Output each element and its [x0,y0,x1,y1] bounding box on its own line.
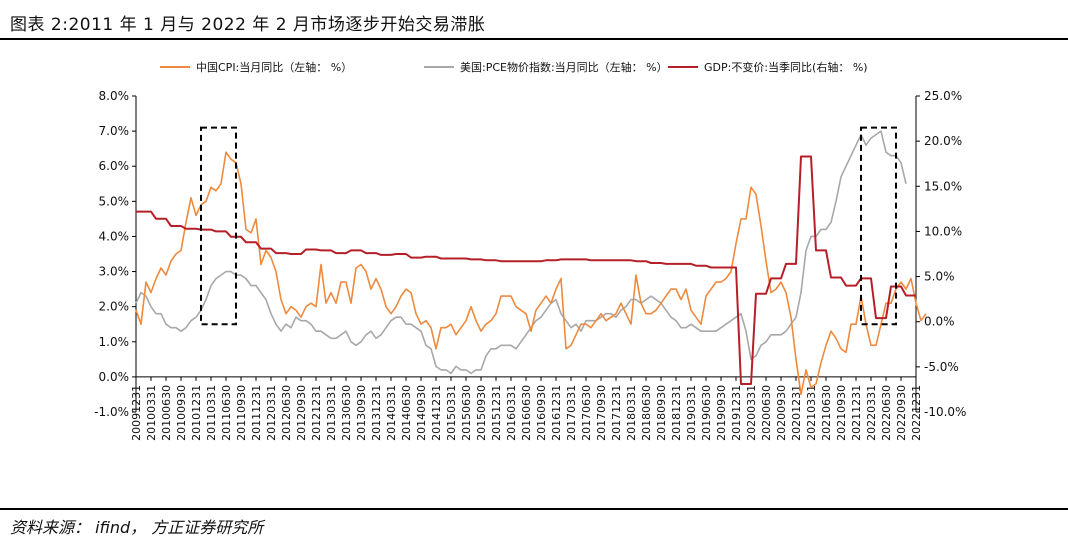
bottom-rule [0,508,1068,510]
highlight-box [200,126,237,326]
x-tick-label: 20151231 [490,385,503,441]
x-tick-label: 20180331 [625,385,638,441]
x-tick-label: 20110930 [235,385,248,441]
x-tick-label: 20111231 [250,385,263,441]
legend-label-pce: 美国:PCE物价指数:当月同比（左轴： %） [460,60,668,74]
x-tick-label: 20190930 [715,385,728,441]
x-tick-label: 20180930 [655,385,668,441]
x-tick-label: 20161231 [550,385,563,441]
x-tick-label: 20200331 [745,385,758,441]
x-tick-label: 20180630 [640,385,653,441]
x-tick-label: 20100331 [145,385,158,441]
x-tick-label: 20210630 [820,385,833,441]
x-tick-label: 20141231 [430,385,443,441]
x-tick-label: 20220331 [865,385,878,441]
x-tick-label: 20140930 [415,385,428,441]
x-tick-label: 20100930 [175,385,188,441]
right-tick-label: -10.0% [924,405,966,419]
x-tick-label: 20170630 [580,385,593,441]
x-tick-label: 20220630 [880,385,893,441]
x-tick-label: 20221231 [910,385,923,441]
x-tick-label: 20160630 [520,385,533,441]
right-tick-label: 10.0% [924,224,962,238]
x-tick-label: 20170331 [565,385,578,441]
x-tick-label: 20091231 [130,385,143,441]
x-tick-label: 20121231 [310,385,323,441]
right-tick-label: -5.0% [924,360,959,374]
x-tick-label: 20150930 [475,385,488,441]
x-tick-label: 20170930 [595,385,608,441]
x-tick-label: 20130630 [340,385,353,441]
x-tick-label: 20160331 [505,385,518,441]
x-tick-label: 20120930 [295,385,308,441]
legend-label-cpi: 中国CPI:当月同比（左轴： %） [196,60,352,74]
x-tick-label: 20131231 [370,385,383,441]
x-tick-label: 20200630 [760,385,773,441]
highlight-box [860,126,897,326]
right-tick-label: 25.0% [924,89,962,103]
highlight-boxes [200,126,897,326]
right-tick-label: 20.0% [924,134,962,148]
series-line-gdp [136,155,916,385]
x-tick-label: 20120331 [265,385,278,441]
x-tick-label: 20110331 [205,385,218,441]
x-tick-label: 20150630 [460,385,473,441]
x-tick-label: 20130331 [325,385,338,441]
series-line-pce [135,130,907,375]
figure-title: 图表 2:2011 年 1 月与 2022 年 2 月市场逐步开始交易滞胀 [10,15,486,35]
chart: 中国CPI:当月同比（左轴： %） 美国:PCE物价指数:当月同比（左轴： %） G… [94,60,966,441]
x-tick-label: 20130930 [355,385,368,441]
series-lines [135,130,927,396]
x-tick-label: 20220930 [895,385,908,441]
x-tick-label: 20191231 [730,385,743,441]
x-tick-label: 20190331 [685,385,698,441]
x-tick-label: 20171231 [610,385,623,441]
x-tick-label: 20120630 [280,385,293,441]
x-tick-label: 20150331 [445,385,458,441]
left-tick-label: 3.0% [99,265,130,279]
legend-label-gdp: GDP:不变价:当季同比(右轴： %) [704,60,868,74]
x-tick-label: 20200930 [775,385,788,441]
top-rule [0,38,1068,40]
left-tick-label: 4.0% [99,229,130,243]
right-tick-label: 5.0% [924,270,955,284]
series-line-cpi [135,151,927,396]
x-tick-label: 20211231 [850,385,863,441]
x-tick-label: 20201231 [790,385,803,441]
left-tick-label: -1.0% [94,405,129,419]
right-tick-label: 0.0% [924,315,955,329]
x-tick-label: 20210331 [805,385,818,441]
x-tick-label: 20190630 [700,385,713,441]
legend: 中国CPI:当月同比（左轴： %） 美国:PCE物价指数:当月同比（左轴： %） G… [160,60,868,74]
left-tick-label: 8.0% [99,89,130,103]
left-tick-label: 1.0% [99,335,130,349]
left-tick-label: 7.0% [99,124,130,138]
right-tick-label: 15.0% [924,179,962,193]
left-tick-label: 0.0% [99,370,130,384]
report-header: 图表 2:2011 年 1 月与 2022 年 2 月市场逐步开始交易滞胀 [0,0,1068,44]
x-tick-label: 20181231 [670,385,683,441]
x-tick-label: 20110630 [220,385,233,441]
left-tick-label: 2.0% [99,300,130,314]
source-note: 资料来源： ifind， 方正证券研究所 [10,518,264,537]
left-tick-label: 5.0% [99,194,130,208]
x-tick-label: 20140331 [385,385,398,441]
x-tick-label: 20210930 [835,385,848,441]
x-tick-label: 20140630 [400,385,413,441]
x-tick-label: 20100630 [160,385,173,441]
left-tick-label: 6.0% [99,159,130,173]
x-tick-label: 20160930 [535,385,548,441]
x-tick-label: 20101231 [190,385,203,441]
axes: -1.0% 0.0% 1.0% 2.0% 3.0% 4.0% 5.0% 6.0% 7.0% 8.0… [94,89,966,441]
